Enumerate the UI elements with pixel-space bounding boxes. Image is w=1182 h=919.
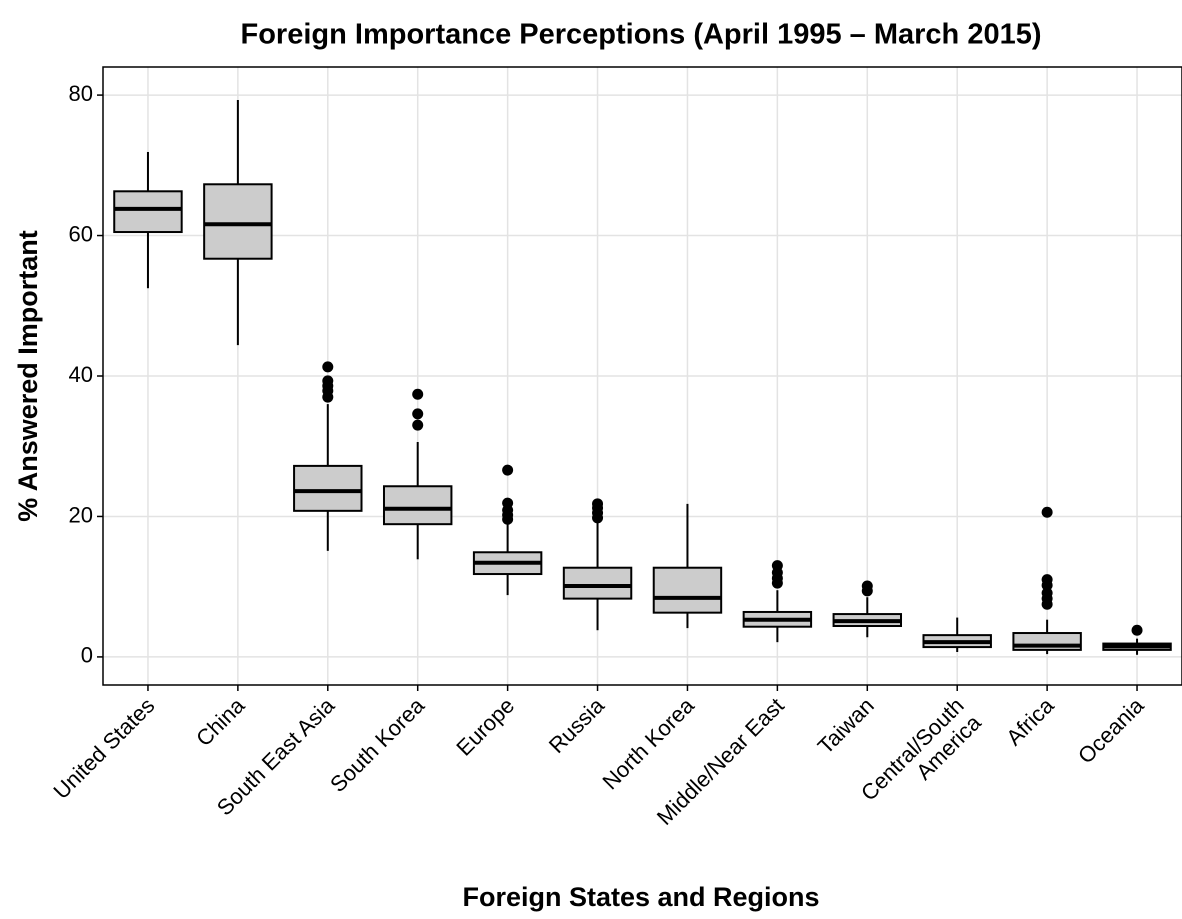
y-tick-label: 60: [69, 221, 93, 246]
box: [382, 485, 453, 526]
outlier: [502, 464, 514, 476]
outlier: [412, 408, 424, 420]
outlier: [322, 375, 334, 387]
x-tick-label: Oceania: [1073, 692, 1149, 768]
chart-title: Foreign Importance Perceptions (April 19…: [241, 19, 1042, 51]
y-axis-title: % Answered Important: [13, 230, 43, 522]
y-tick-label: 40: [69, 362, 93, 387]
x-tick-label: Europe: [451, 693, 519, 761]
outlier: [592, 498, 604, 510]
box: [562, 566, 633, 600]
outlier: [322, 361, 334, 373]
x-tick-label: Russia: [544, 692, 610, 758]
outlier: [771, 560, 783, 572]
outlier: [412, 388, 424, 400]
x-tick-label: South Korea: [325, 692, 430, 797]
y-tick-label: 0: [81, 643, 93, 668]
outlier: [502, 497, 514, 509]
box: [203, 183, 273, 260]
outlier: [1131, 624, 1143, 636]
box: [293, 464, 363, 512]
x-tick-label: Africa: [1001, 692, 1059, 750]
box: [113, 190, 183, 234]
x-axis-title: Foreign States and Regions: [462, 882, 819, 912]
y-tick-label: 80: [69, 81, 93, 106]
outlier: [1041, 506, 1053, 518]
x-tick-label: China: [191, 692, 250, 751]
outlier: [1041, 587, 1053, 599]
y-tick-label: 20: [69, 502, 93, 527]
x-tick-label: United States: [48, 693, 159, 804]
outlier: [1041, 574, 1053, 586]
x-tick-label: Taiwan: [813, 693, 879, 759]
box: [652, 566, 723, 614]
outlier: [412, 419, 424, 431]
outlier: [861, 580, 873, 592]
plot-border: [102, 66, 1182, 686]
